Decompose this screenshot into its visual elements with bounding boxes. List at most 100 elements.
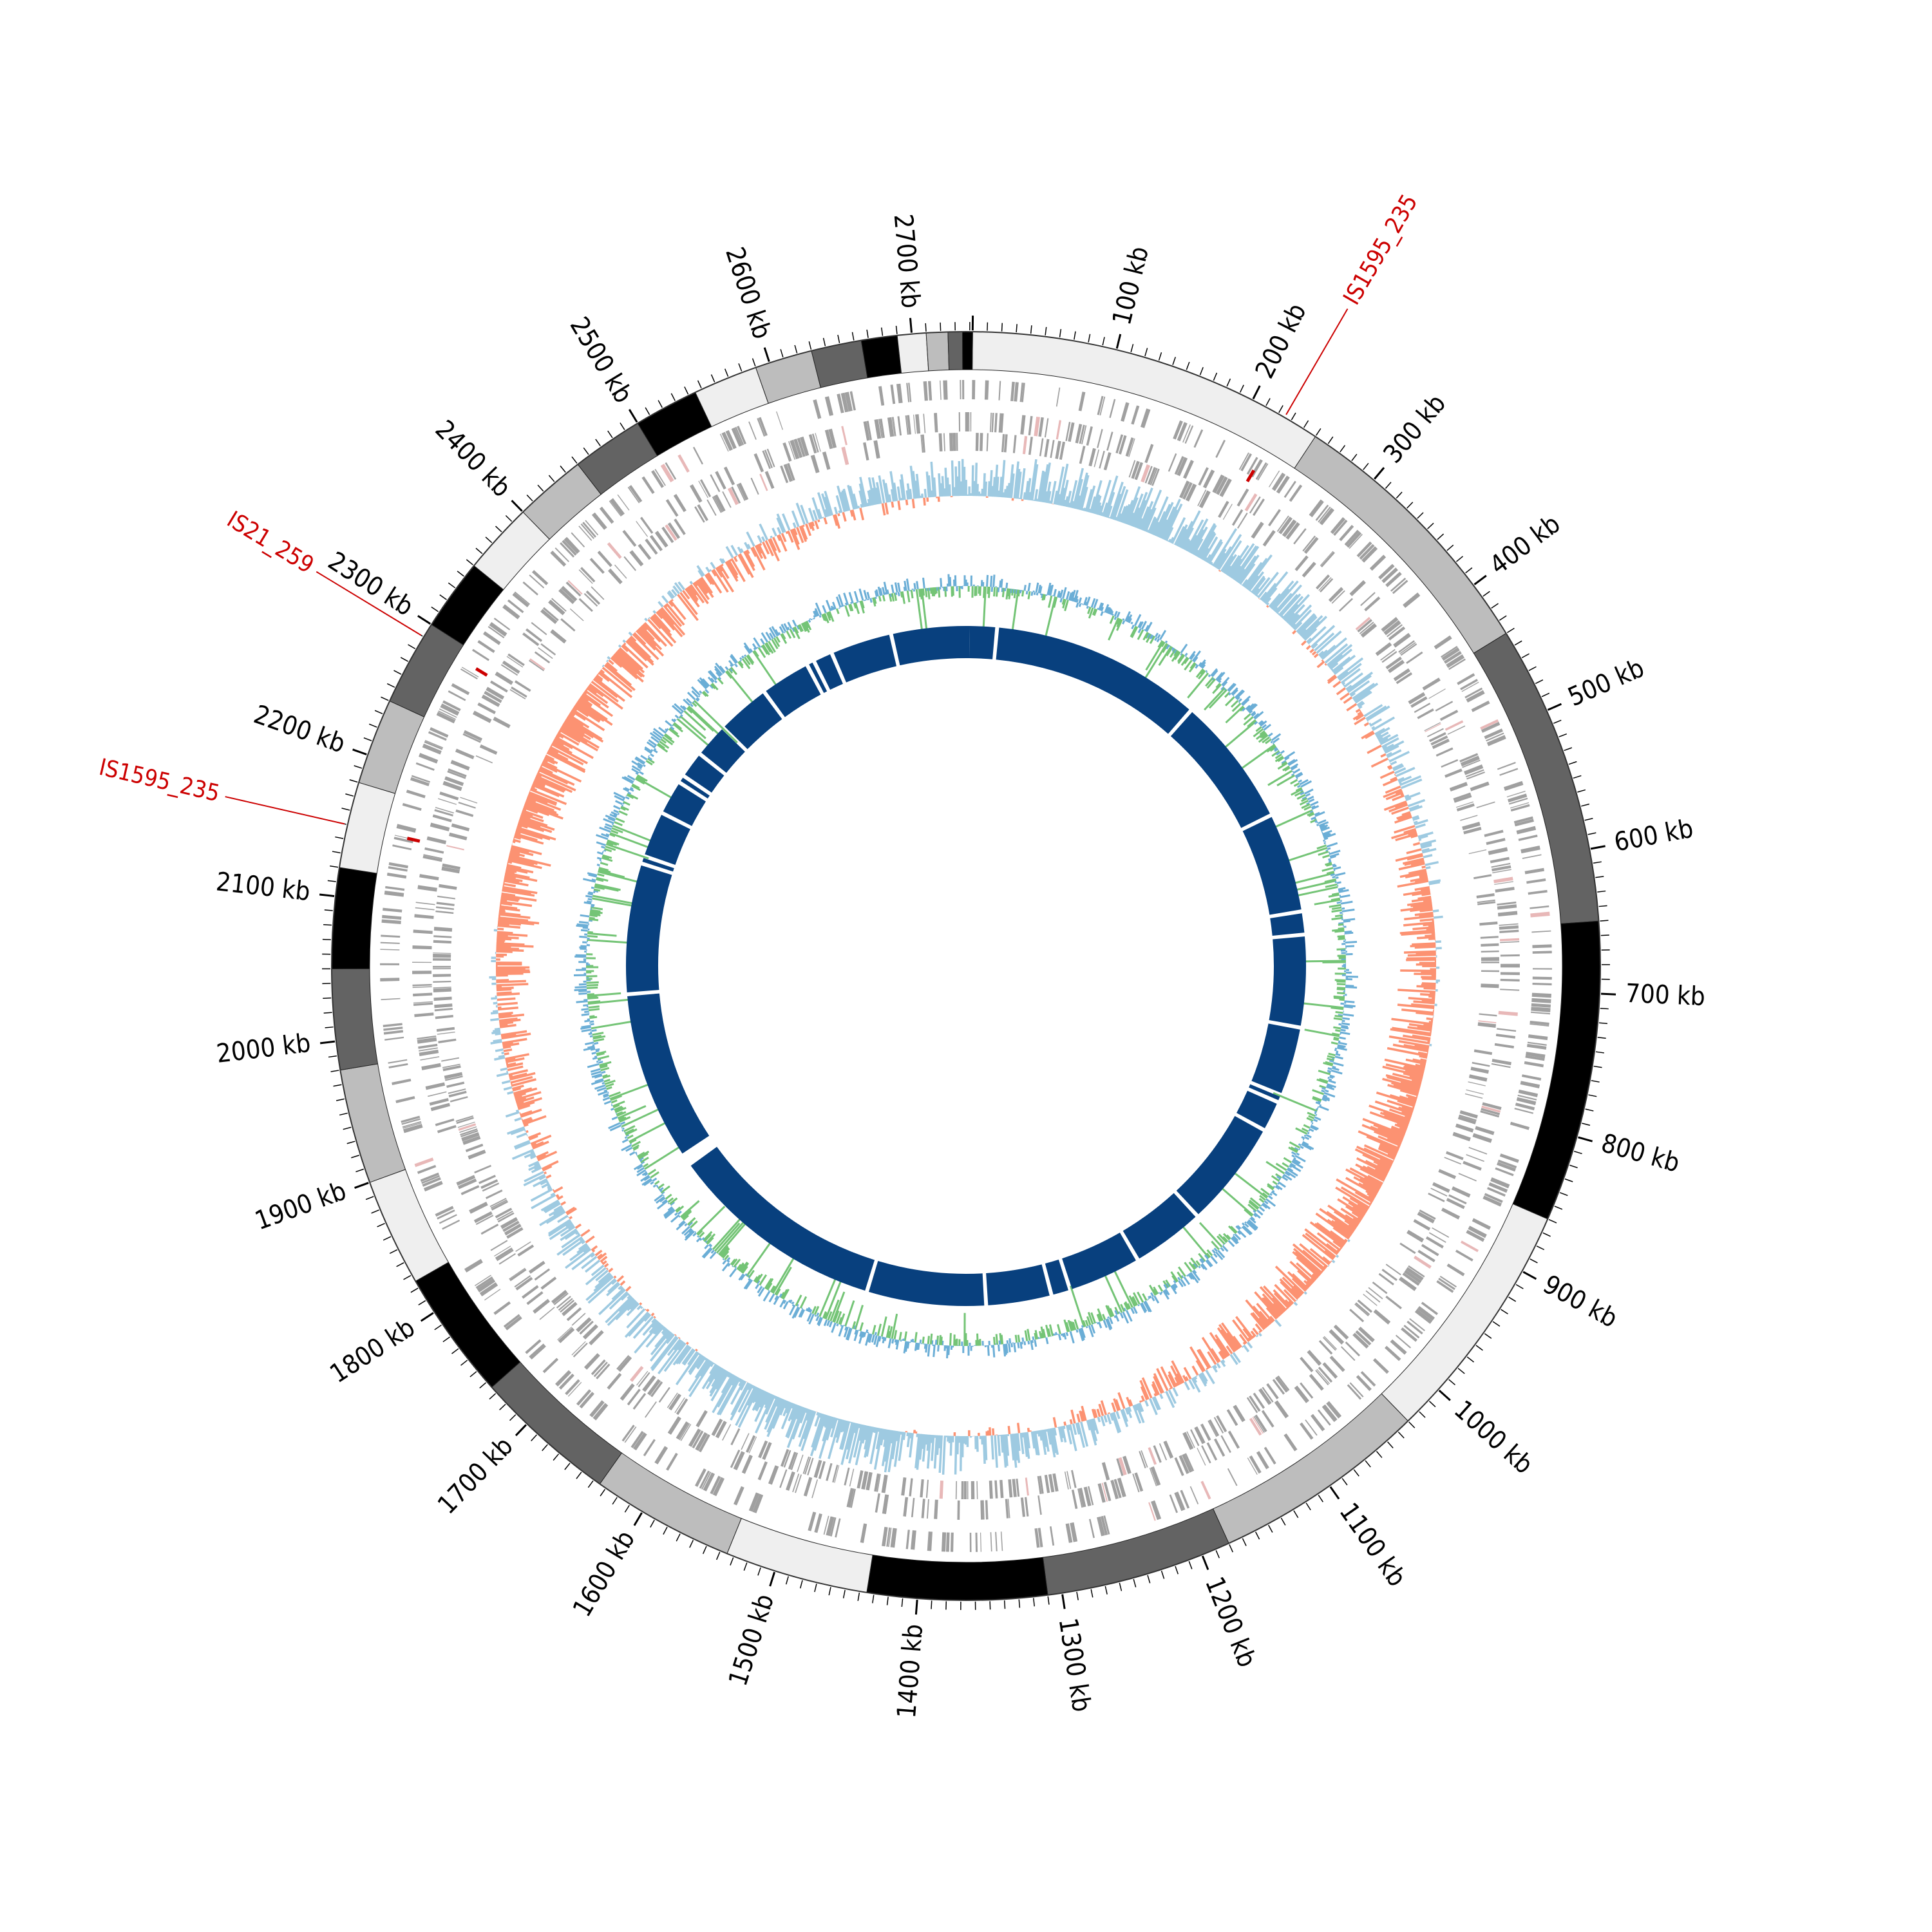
gc-skew-bar <box>1421 848 1437 854</box>
gc-content-bar <box>736 1264 742 1270</box>
gc-skew-bar <box>639 1306 643 1309</box>
gene-feature <box>1117 1477 1126 1497</box>
gc-content-bar <box>680 714 683 717</box>
gc-content-bar <box>813 614 816 618</box>
gene-feature <box>1381 650 1397 663</box>
minor-tick <box>881 327 884 336</box>
gc-content-bar <box>1115 1314 1120 1322</box>
gc-content-bar <box>598 1058 601 1061</box>
gc-content-bar <box>1258 1206 1265 1212</box>
gene-feature <box>1246 1397 1258 1414</box>
gc-skew-bar <box>1387 1084 1419 1095</box>
gc-content-bar <box>1013 1343 1017 1352</box>
gc-skew-bar <box>1288 1300 1293 1306</box>
gc-skew-bar <box>544 755 558 764</box>
gc-skew-bar <box>730 545 739 556</box>
gc-skew-bar <box>515 1109 519 1113</box>
gc-content-bar <box>1319 1104 1322 1107</box>
gene-feature <box>412 983 432 987</box>
gene-feature <box>632 1393 647 1410</box>
gc-skew-bar <box>1384 1058 1425 1070</box>
gene-feature <box>433 988 451 992</box>
gc-skew-bar <box>1399 1095 1417 1103</box>
gc-content-bar <box>1153 1295 1160 1304</box>
gc-skew-bar <box>549 746 584 766</box>
gc-content-bar <box>802 622 808 632</box>
gene-feature <box>1163 1441 1174 1459</box>
gc-content-bar <box>1193 656 1198 663</box>
gene-feature <box>462 733 481 743</box>
contig-ring <box>331 331 1601 1601</box>
gc-skew-bar <box>792 522 797 529</box>
gc-skew-bar <box>764 1393 773 1408</box>
gc-content-bar <box>999 1333 1003 1345</box>
gene-feature <box>1222 504 1233 520</box>
gc-content-bar <box>1336 983 1346 985</box>
gc-content-bar <box>1198 1222 1223 1248</box>
gc-content-bar <box>1039 586 1043 594</box>
gc-content-bar <box>1256 1209 1264 1216</box>
gc-content-bar <box>656 1196 665 1204</box>
gc-content-bar <box>1318 1070 1331 1075</box>
gc-content-bar <box>1130 1307 1135 1314</box>
gene-feature <box>921 1499 925 1519</box>
gc-content-bar <box>1234 1233 1242 1240</box>
gc-skew-bar <box>1421 999 1435 1003</box>
gc-content-bar <box>1271 733 1282 741</box>
gene-feature <box>528 659 544 672</box>
gene-feature <box>1365 1290 1381 1303</box>
gc-content-bar <box>637 762 643 768</box>
gc-content-bar <box>1227 1240 1235 1247</box>
gc-content-bar <box>1231 687 1238 695</box>
tick-label: 2500 kb <box>564 312 638 408</box>
gc-skew-bar <box>1386 752 1392 757</box>
gc-content-bar <box>639 1159 643 1162</box>
tick-label: 2000 kb <box>215 1028 312 1069</box>
gene-feature <box>907 415 911 435</box>
gene-feature <box>412 961 432 963</box>
gc-content-bar <box>1310 1124 1319 1130</box>
gene-feature <box>857 1470 864 1489</box>
minor-tick <box>925 323 927 332</box>
gc-skew-bar <box>1193 1376 1198 1380</box>
gc-content-bar <box>1319 824 1325 828</box>
gc-skew-bar <box>695 1356 705 1368</box>
gc-skew-bar <box>1202 536 1218 561</box>
gc-content-bar <box>1106 1318 1113 1329</box>
gene-feature <box>1488 847 1508 855</box>
gc-skew-bar <box>1023 1432 1028 1457</box>
gc-skew-bar <box>1370 1125 1404 1141</box>
gc-skew-bar <box>543 759 549 763</box>
gc-content-bar <box>673 722 683 730</box>
gene-feature <box>589 1330 604 1345</box>
gene-feature <box>424 739 444 748</box>
gc-skew-bar <box>1383 1114 1409 1126</box>
gc-skew-bar <box>1205 1369 1215 1385</box>
gene-feature <box>706 499 717 516</box>
gc-skew-bar <box>1141 1395 1145 1402</box>
gene-feature <box>580 567 596 583</box>
minor-tick <box>1491 603 1499 609</box>
gene-feature <box>1363 1294 1378 1306</box>
gc-skew-bar <box>930 461 935 497</box>
gc-skew-bar <box>731 1376 738 1386</box>
gc-skew-bar <box>696 1356 706 1370</box>
gene-feature <box>1410 696 1428 708</box>
minor-tick <box>374 710 383 715</box>
gene-feature <box>1349 534 1363 549</box>
minor-tick <box>1353 1469 1359 1477</box>
gc-skew-bar <box>1408 997 1435 1001</box>
gc-skew-bar <box>1421 982 1436 985</box>
gc-content-bar <box>1339 894 1350 898</box>
gc-content-bar <box>1180 1278 1187 1287</box>
gc-content-bar <box>1005 588 1009 600</box>
gc-skew-bar <box>532 1141 549 1150</box>
gene-feature <box>1309 1374 1324 1391</box>
gc-content-bar <box>637 1150 650 1159</box>
gene-feature <box>413 929 433 934</box>
gc-skew-bar <box>494 1056 506 1061</box>
gc-skew-bar <box>524 1151 535 1159</box>
gc-content-bar <box>1078 603 1082 607</box>
gc-content-bar <box>1286 1168 1298 1177</box>
gc-content-bar <box>580 929 588 932</box>
